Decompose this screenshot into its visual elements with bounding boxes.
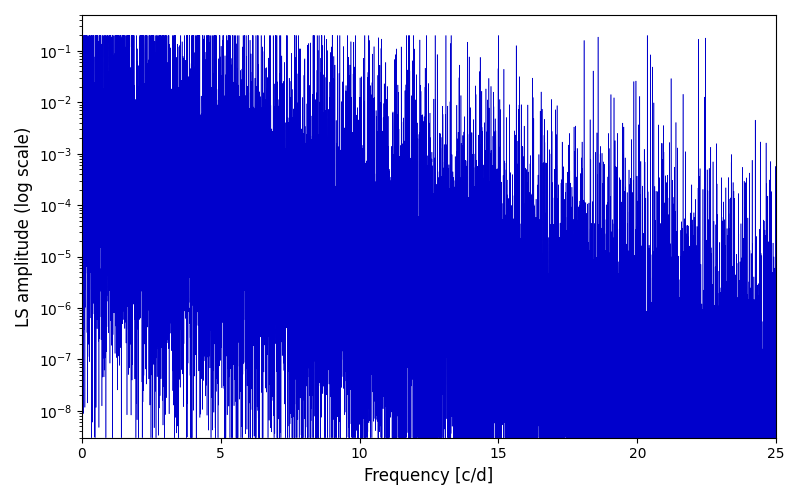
X-axis label: Frequency [c/d]: Frequency [c/d] xyxy=(364,467,494,485)
Y-axis label: LS amplitude (log scale): LS amplitude (log scale) xyxy=(15,126,33,326)
